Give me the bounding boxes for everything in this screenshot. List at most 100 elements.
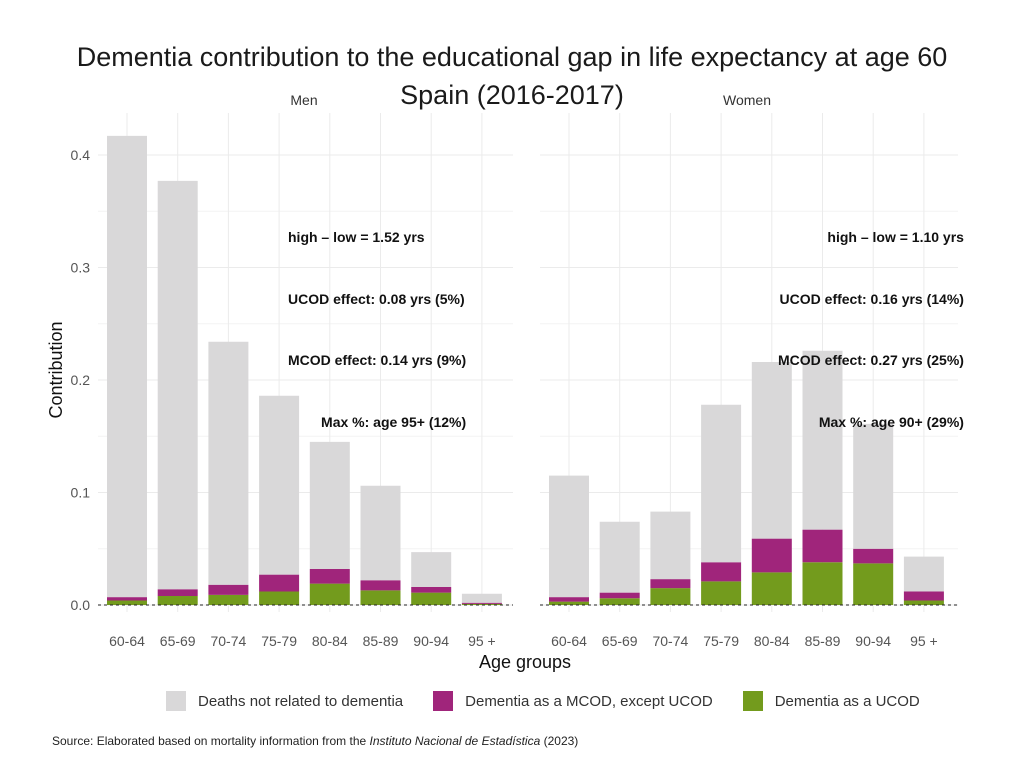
women-annotation-line3: MCOD effect: 0.27 yrs (25%) <box>778 352 964 368</box>
bar-women-80-84-dementia-as-a-mcod-except-ucod <box>751 538 792 573</box>
x-tick-label: 85-89 <box>805 633 841 649</box>
bar-women-65-69-dementia-as-a-mcod-except-ucod <box>599 592 640 599</box>
x-tick-label: 60-64 <box>109 633 145 649</box>
bar-men-65-69-dementia-as-a-ucod <box>157 596 198 605</box>
x-axis-title: Age groups <box>479 652 571 672</box>
bar-men-70-74-dementia-as-a-mcod-except-ucod <box>208 584 249 595</box>
bar-men-80-84-dementia-as-a-ucod <box>309 583 350 605</box>
legend-label-ucod: Dementia as a UCOD <box>774 692 920 710</box>
bar-women-90-94-dementia-as-a-mcod-except-ucod <box>853 548 894 564</box>
bar-men-85-89-dementia-as-a-mcod-except-ucod <box>360 580 401 591</box>
x-tick-label: 80-84 <box>754 633 790 649</box>
bar-men-60-64-deaths-not-related-to-dementia <box>107 135 147 598</box>
bar-women-75-79-deaths-not-related-to-dementia <box>701 404 742 563</box>
bar-women-65-69-deaths-not-related-to-dementia <box>599 521 640 593</box>
bar-men-60-64-dementia-as-a-ucod <box>107 600 147 605</box>
bar-men-65-69-deaths-not-related-to-dementia <box>157 180 198 590</box>
source-prefix: Source: Elaborated based on mortality in… <box>52 734 370 748</box>
chart-title: Dementia contribution to the educational… <box>0 38 1024 114</box>
bar-women-85-89-dementia-as-a-mcod-except-ucod <box>802 529 843 563</box>
legend-swatch-mcod <box>433 691 454 711</box>
women-annotation: high – low = 1.10 yrs UCOD effect: 0.16 … <box>778 186 964 453</box>
bar-women-70-74-dementia-as-a-mcod-except-ucod <box>650 579 691 589</box>
bar-women-85-89-dementia-as-a-ucod <box>802 562 843 605</box>
bar-women-90-94-deaths-not-related-to-dementia <box>853 423 894 549</box>
legend-item-mcod: Dementia as a MCOD, except UCOD <box>433 691 713 711</box>
bar-men-80-84-deaths-not-related-to-dementia <box>309 441 350 569</box>
men-annotation-line1: high – low = 1.52 yrs <box>288 229 425 245</box>
source-suffix: (2023) <box>540 734 579 748</box>
x-tick-label: 65-69 <box>602 633 638 649</box>
title-line-2: Spain (2016-2017) <box>400 80 624 110</box>
legend-label-mcod: Dementia as a MCOD, except UCOD <box>465 692 713 710</box>
bar-women-60-64-deaths-not-related-to-dementia <box>549 475 589 598</box>
women-annotation-line4: Max %: age 90+ (29%) <box>818 413 964 430</box>
y-axis-title: Contribution <box>46 321 66 418</box>
bar-women-90-94-dementia-as-a-ucod <box>853 563 894 605</box>
bar-women-60-64-dementia-as-a-ucod <box>549 601 589 605</box>
bar-men-85-89-dementia-as-a-ucod <box>360 590 401 605</box>
bar-women-75-79-dementia-as-a-mcod-except-ucod <box>701 562 742 582</box>
legend-label-non-dementia: Deaths not related to dementia <box>198 692 404 710</box>
legend-item-non-dementia: Deaths not related to dementia <box>166 691 403 711</box>
x-tick-label: 80-84 <box>312 633 348 649</box>
bar-women-70-74-dementia-as-a-ucod <box>650 588 691 605</box>
women-annotation-line1: high – low = 1.10 yrs <box>827 229 964 245</box>
legend-swatch-non-dementia <box>166 691 186 711</box>
bar-women-60-64-dementia-as-a-mcod-except-ucod <box>549 597 589 602</box>
x-tick-label: 95 + <box>468 633 496 649</box>
y-tick-label: 0.2 <box>71 372 91 388</box>
bar-women-85-89-deaths-not-related-to-dementia <box>802 350 843 530</box>
bar-men-70-74-dementia-as-a-ucod <box>208 594 249 605</box>
bar-men-75-79-deaths-not-related-to-dementia <box>259 395 300 575</box>
bar-men-75-79-dementia-as-a-mcod-except-ucod <box>259 574 300 592</box>
y-tick-label: 0.3 <box>71 260 91 276</box>
bar-men-60-64-dementia-as-a-mcod-except-ucod <box>107 597 147 601</box>
bar-women-80-84-dementia-as-a-ucod <box>751 572 792 605</box>
x-tick-label: 70-74 <box>652 633 688 649</box>
bar-women-80-84-deaths-not-related-to-dementia <box>751 362 792 539</box>
x-tick-label: 75-79 <box>261 633 297 649</box>
x-tick-label: 60-64 <box>551 633 587 649</box>
men-annotation-line3: MCOD effect: 0.14 yrs (9%) <box>288 352 467 368</box>
bar-men-95-dementia-as-a-mcod-except-ucod <box>461 602 502 604</box>
bar-men-65-69-dementia-as-a-mcod-except-ucod <box>157 589 198 596</box>
x-tick-label: 95 + <box>910 633 938 649</box>
bar-men-80-84-dementia-as-a-mcod-except-ucod <box>309 569 350 584</box>
bar-men-70-74-deaths-not-related-to-dementia <box>208 341 249 585</box>
bar-men-90-94-dementia-as-a-ucod <box>411 592 452 605</box>
bar-men-90-94-dementia-as-a-mcod-except-ucod <box>411 587 452 593</box>
x-tick-label: 75-79 <box>703 633 739 649</box>
source-institution: Instituto Nacional de Estadística <box>369 734 541 748</box>
bar-men-95-dementia-as-a-ucod <box>461 603 502 605</box>
y-tick-label: 0.4 <box>71 147 91 163</box>
bar-women-65-69-dementia-as-a-ucod <box>599 598 640 605</box>
y-tick-label: 0.0 <box>71 597 91 613</box>
bar-women-95-deaths-not-related-to-dementia <box>903 556 944 592</box>
x-tick-label: 85-89 <box>363 633 399 649</box>
x-tick-label: 90-94 <box>855 633 891 649</box>
x-tick-label: 65-69 <box>160 633 196 649</box>
title-line-1: Dementia contribution to the educational… <box>76 42 948 72</box>
panel-women: Women 60-64 65-69 70-74 75-79 80-84 85-89 90-94… <box>540 92 958 649</box>
women-annotation-line2: UCOD effect: 0.16 yrs (14%) <box>779 290 964 307</box>
panel-men: Men 60-64 65-69 70-74 75-79 80-84 85-89 90-94 95… <box>98 92 513 649</box>
men-annotation: high – low = 1.52 yrs UCOD effect: 0.08 … <box>288 186 466 453</box>
bar-women-75-79-dementia-as-a-ucod <box>701 581 742 605</box>
bar-women-95-dementia-as-a-mcod-except-ucod <box>903 591 944 601</box>
legend: Deaths not related to dementia Dementia … <box>166 691 950 711</box>
bar-men-95-deaths-not-related-to-dementia <box>461 593 502 603</box>
y-tick-label: 0.1 <box>71 485 91 501</box>
bar-men-75-79-dementia-as-a-ucod <box>259 591 300 605</box>
legend-swatch-ucod <box>742 691 763 711</box>
bar-men-85-89-deaths-not-related-to-dementia <box>360 485 401 581</box>
facet-label-men: Men <box>290 92 317 108</box>
facet-label-women: Women <box>723 92 771 108</box>
legend-item-ucod: Dementia as a UCOD <box>742 691 920 711</box>
bar-women-70-74-deaths-not-related-to-dementia <box>650 511 691 580</box>
men-annotation-line2: UCOD effect: 0.08 yrs (5%) <box>288 290 465 307</box>
bar-women-95-dementia-as-a-ucod <box>903 600 944 605</box>
men-annotation-line4: Max %: age 95+ (12%) <box>321 413 467 430</box>
x-tick-label: 90-94 <box>413 633 449 649</box>
